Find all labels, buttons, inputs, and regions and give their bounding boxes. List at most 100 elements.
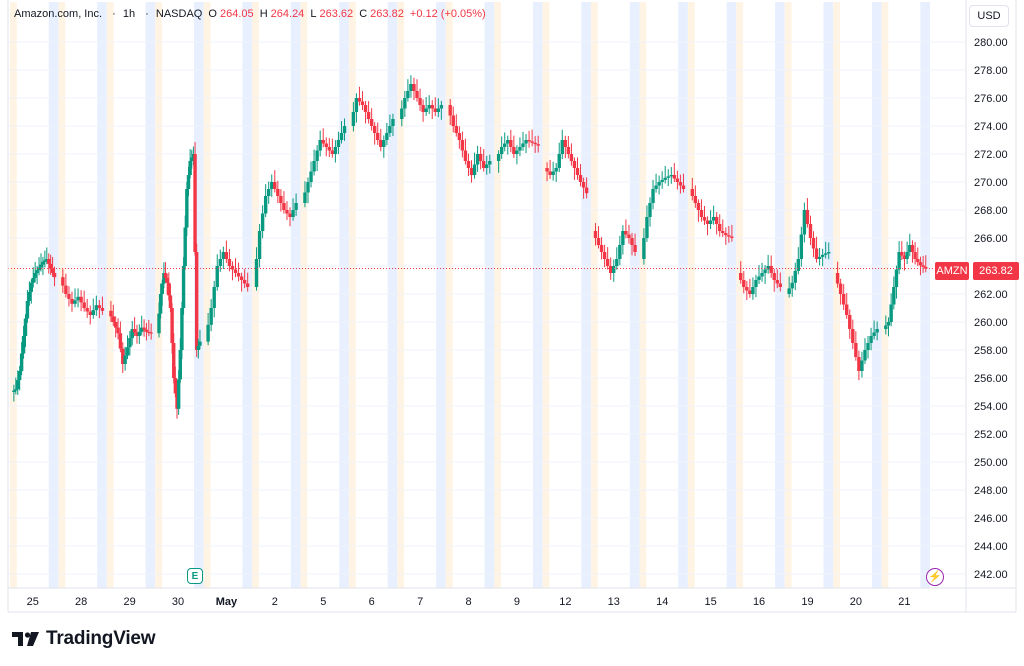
candle-down — [109, 310, 113, 317]
price-tick-label: 270.00 — [974, 177, 1008, 189]
interval-label[interactable]: 1h — [122, 8, 136, 20]
candle-down — [841, 294, 846, 305]
candle-down — [227, 259, 232, 266]
time-tick-label: 16 — [753, 596, 765, 608]
premarket-band — [833, 2, 840, 588]
candle-up — [391, 119, 395, 126]
candle-down — [811, 238, 816, 249]
candle-down — [239, 276, 244, 280]
tradingview-logo[interactable]: TradingView — [12, 628, 156, 650]
candle-down — [778, 283, 783, 287]
candle-up — [12, 390, 16, 392]
candle-down — [584, 187, 589, 194]
candle-down — [630, 238, 634, 245]
candle-up — [436, 108, 441, 112]
candle-up — [488, 161, 492, 165]
candle-up — [409, 84, 413, 91]
candle-up — [333, 147, 338, 154]
candle-up — [560, 140, 564, 154]
candle-down — [851, 329, 855, 343]
candle-up — [708, 220, 713, 224]
premarket-band — [300, 2, 308, 588]
postmarket-band — [290, 2, 301, 588]
candle-up — [406, 91, 410, 98]
earnings-icon[interactable]: E — [187, 568, 203, 584]
candle-down — [512, 147, 516, 154]
candle-down — [481, 161, 486, 168]
candle-down — [288, 213, 292, 217]
candle-down — [675, 178, 680, 182]
candle-down — [100, 308, 105, 311]
premarket-band — [736, 2, 744, 588]
candle-up — [889, 304, 893, 322]
candle-up — [763, 269, 767, 273]
candle-up — [137, 331, 142, 336]
time-tick-label: 8 — [465, 596, 471, 608]
candle-down — [808, 224, 813, 238]
candle-down — [170, 308, 174, 343]
candle-up — [439, 105, 444, 109]
candle-up — [802, 210, 807, 235]
candle-up — [385, 133, 389, 140]
candle-down — [527, 140, 531, 142]
candle-down — [702, 217, 707, 221]
premarket-band — [591, 2, 598, 588]
candle-up — [651, 189, 655, 203]
candle-up — [29, 282, 34, 292]
candle-down — [85, 308, 89, 312]
candle-down — [910, 245, 915, 252]
candle-down — [575, 168, 580, 175]
candle-up — [711, 217, 716, 221]
candle-down — [845, 304, 849, 315]
candle-down — [466, 161, 471, 168]
price-value-tag: 263.82 — [973, 262, 1019, 280]
time-tick-label: 9 — [514, 596, 520, 608]
candle-down — [739, 273, 743, 280]
time-tick-label: 15 — [705, 596, 717, 608]
candle-down — [509, 140, 513, 147]
candle-down — [421, 105, 425, 112]
price-tick-label: 258.00 — [974, 345, 1008, 357]
currency-button[interactable]: USD — [969, 5, 1009, 27]
postmarket-band — [678, 2, 688, 588]
candle-up — [185, 189, 189, 228]
price-tick-label: 244.00 — [974, 541, 1008, 553]
candle-up — [342, 126, 347, 133]
low-label: L — [310, 8, 317, 20]
candle-up — [263, 196, 268, 214]
candle-down — [327, 147, 332, 151]
candle-up — [648, 203, 652, 217]
candle-up — [291, 210, 295, 217]
symbol-legend[interactable]: Amazon.com, Inc. · 1h · NASDAQ O 264.05 H… — [14, 8, 489, 20]
candle-down — [82, 302, 86, 308]
candle-up — [190, 157, 194, 161]
candle-down — [168, 295, 173, 308]
candle-up — [206, 324, 210, 342]
candle-up — [618, 245, 622, 259]
candle-down — [245, 283, 250, 287]
candle-down — [593, 231, 598, 238]
candle-down — [457, 133, 462, 140]
price-tick-label: 280.00 — [974, 37, 1008, 49]
candle-up — [757, 276, 761, 280]
candle-up — [45, 259, 49, 261]
candle-up — [869, 336, 873, 343]
symbol-name[interactable]: Amazon.com, Inc. — [14, 8, 103, 20]
candle-down — [718, 224, 722, 231]
candle-up — [897, 252, 901, 270]
candle-up — [427, 105, 431, 109]
candle-up — [31, 277, 35, 283]
candle-down — [194, 252, 199, 350]
candle-up — [76, 296, 80, 301]
candle-up — [518, 147, 522, 151]
postmarket-band — [242, 2, 253, 588]
candle-down — [463, 150, 468, 161]
candle-up — [221, 252, 226, 259]
flash-icon[interactable]: ⚡ — [926, 568, 944, 586]
candle-down — [572, 161, 577, 168]
candle-down — [279, 196, 283, 203]
candle-up — [41, 261, 45, 265]
candle-down — [627, 234, 631, 238]
